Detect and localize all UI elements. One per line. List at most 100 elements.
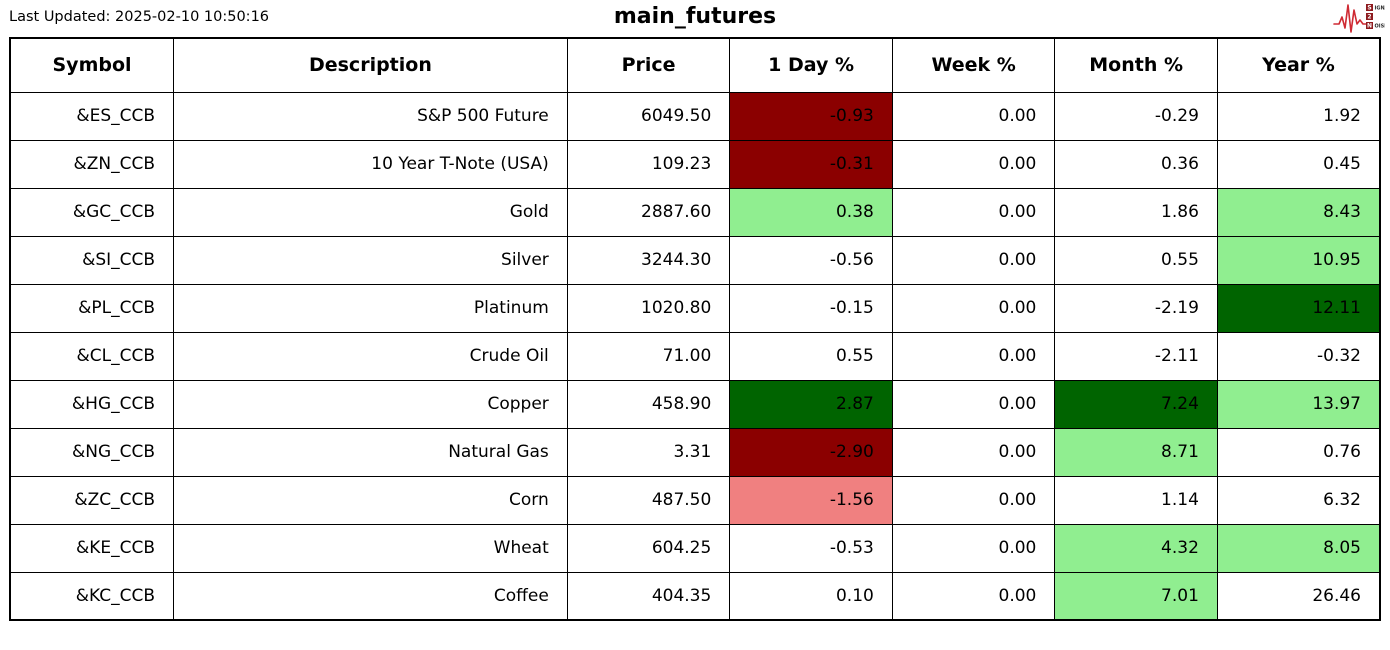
cell-day: 2.87 bbox=[729, 379, 893, 429]
cell-month: -0.29 bbox=[1054, 91, 1218, 141]
table-row: &GC_CCB Gold 2887.60 0.38 0.00 1.86 8.43 bbox=[9, 187, 1381, 237]
cell-symbol: &ZC_CCB bbox=[9, 475, 175, 525]
cell-price: 71.00 bbox=[566, 331, 731, 381]
cell-week: 0.00 bbox=[891, 571, 1056, 621]
svg-text:N: N bbox=[1367, 23, 1372, 30]
cell-symbol: &HG_CCB bbox=[9, 379, 175, 429]
cell-description: Wheat bbox=[173, 523, 568, 573]
cell-month: 1.14 bbox=[1054, 475, 1218, 525]
cell-year: 26.46 bbox=[1216, 571, 1381, 621]
cell-price: 404.35 bbox=[566, 571, 731, 621]
cell-week: 0.00 bbox=[891, 283, 1056, 333]
cell-symbol: &ZN_CCB bbox=[9, 139, 175, 189]
table-row: &HG_CCB Copper 458.90 2.87 0.00 7.24 13.97 bbox=[9, 379, 1381, 429]
cell-description: Coffee bbox=[173, 571, 568, 621]
futures-table: Symbol Description Price 1 Day % Week % … bbox=[9, 37, 1381, 621]
cell-description: Platinum bbox=[173, 283, 568, 333]
table-row: &ZN_CCB 10 Year T-Note (USA) 109.23 -0.31 0.… bbox=[9, 139, 1381, 189]
cell-year: 8.43 bbox=[1216, 187, 1381, 237]
cell-week: 0.00 bbox=[891, 331, 1056, 381]
cell-price: 2887.60 bbox=[566, 187, 731, 237]
cell-symbol: &PL_CCB bbox=[9, 283, 175, 333]
cell-day: 0.10 bbox=[729, 571, 893, 621]
cell-month: 0.55 bbox=[1054, 235, 1218, 285]
cell-day: -1.56 bbox=[729, 475, 893, 525]
cell-week: 0.00 bbox=[891, 235, 1056, 285]
cell-day: -2.90 bbox=[729, 427, 893, 477]
cell-price: 458.90 bbox=[566, 379, 731, 429]
cell-month: -2.11 bbox=[1054, 331, 1218, 381]
cell-week: 0.00 bbox=[891, 523, 1056, 573]
cell-year: 10.95 bbox=[1216, 235, 1381, 285]
logo-wordmark: S IGNAL 2 N OISE bbox=[1366, 4, 1385, 30]
cell-price: 109.23 bbox=[566, 139, 731, 189]
cell-year: 0.76 bbox=[1216, 427, 1381, 477]
column-header-month-pct: Month % bbox=[1054, 37, 1218, 93]
cell-description: Gold bbox=[173, 187, 568, 237]
table-row: &ES_CCB S&P 500 Future 6049.50 -0.93 0.00 -0.… bbox=[9, 91, 1381, 141]
cell-week: 0.00 bbox=[891, 91, 1056, 141]
cell-year: 1.92 bbox=[1216, 91, 1381, 141]
table-row: &ZC_CCB Corn 487.50 -1.56 0.00 1.14 6.32 bbox=[9, 475, 1381, 525]
cell-symbol: &CL_CCB bbox=[9, 331, 175, 381]
cell-description: S&P 500 Future bbox=[173, 91, 568, 141]
svg-text:OISE: OISE bbox=[1375, 23, 1386, 29]
column-header-week-pct: Week % bbox=[891, 37, 1056, 93]
cell-day: 0.55 bbox=[729, 331, 893, 381]
svg-text:IGNAL: IGNAL bbox=[1375, 5, 1386, 11]
cell-symbol: &ES_CCB bbox=[9, 91, 175, 141]
cell-month: 0.36 bbox=[1054, 139, 1218, 189]
cell-day: -0.93 bbox=[729, 91, 893, 141]
cell-week: 0.00 bbox=[891, 379, 1056, 429]
cell-description: Corn bbox=[173, 475, 568, 525]
waveform-icon bbox=[1333, 4, 1368, 33]
cell-year: 8.05 bbox=[1216, 523, 1381, 573]
cell-description: Silver bbox=[173, 235, 568, 285]
cell-year: 12.11 bbox=[1216, 283, 1381, 333]
cell-week: 0.00 bbox=[891, 475, 1056, 525]
last-updated-text: Last Updated: 2025-02-10 10:50:16 bbox=[9, 9, 270, 25]
column-header-symbol: Symbol bbox=[9, 37, 175, 93]
cell-day: -0.15 bbox=[729, 283, 893, 333]
table-row: &SI_CCB Silver 3244.30 -0.56 0.00 0.55 10.95 bbox=[9, 235, 1381, 285]
cell-price: 6049.50 bbox=[566, 91, 731, 141]
cell-symbol: &KE_CCB bbox=[9, 523, 175, 573]
cell-price: 3.31 bbox=[566, 427, 731, 477]
cell-day: 0.38 bbox=[729, 187, 893, 237]
cell-price: 604.25 bbox=[566, 523, 731, 573]
table-row: &NG_CCB Natural Gas 3.31 -2.90 0.00 8.71 0.76 bbox=[9, 427, 1381, 477]
svg-text:S: S bbox=[1367, 5, 1371, 12]
cell-week: 0.00 bbox=[891, 187, 1056, 237]
table-row: &KE_CCB Wheat 604.25 -0.53 0.00 4.32 8.05 bbox=[9, 523, 1381, 573]
cell-price: 3244.30 bbox=[566, 235, 731, 285]
cell-symbol: &NG_CCB bbox=[9, 427, 175, 477]
page-title: main_futures bbox=[613, 4, 777, 29]
table-row: &PL_CCB Platinum 1020.80 -0.15 0.00 -2.19 12.1… bbox=[9, 283, 1381, 333]
column-header-description: Description bbox=[173, 37, 568, 93]
cell-month: 8.71 bbox=[1054, 427, 1218, 477]
cell-month: 7.01 bbox=[1054, 571, 1218, 621]
table-row: &KC_CCB Coffee 404.35 0.10 0.00 7.01 26.46 bbox=[9, 571, 1381, 621]
cell-price: 1020.80 bbox=[566, 283, 731, 333]
header-row: Symbol Description Price 1 Day % Week % … bbox=[9, 37, 1381, 93]
table-body: &ES_CCB S&P 500 Future 6049.50 -0.93 0.00 -0.… bbox=[9, 91, 1381, 621]
cell-month: -2.19 bbox=[1054, 283, 1218, 333]
column-header-year-pct: Year % bbox=[1216, 37, 1381, 93]
cell-symbol: &SI_CCB bbox=[9, 235, 175, 285]
cell-description: Natural Gas bbox=[173, 427, 568, 477]
cell-symbol: &KC_CCB bbox=[9, 571, 175, 621]
cell-day: -0.31 bbox=[729, 139, 893, 189]
cell-year: -0.32 bbox=[1216, 331, 1381, 381]
column-header-1-day-pct: 1 Day % bbox=[729, 37, 893, 93]
cell-description: 10 Year T-Note (USA) bbox=[173, 139, 568, 189]
cell-symbol: &GC_CCB bbox=[9, 187, 175, 237]
cell-description: Copper bbox=[173, 379, 568, 429]
cell-price: 487.50 bbox=[566, 475, 731, 525]
cell-month: 1.86 bbox=[1054, 187, 1218, 237]
cell-day: -0.56 bbox=[729, 235, 893, 285]
cell-year: 0.45 bbox=[1216, 139, 1381, 189]
cell-week: 0.00 bbox=[891, 427, 1056, 477]
svg-text:2: 2 bbox=[1367, 14, 1371, 21]
cell-day: -0.53 bbox=[729, 523, 893, 573]
cell-month: 4.32 bbox=[1054, 523, 1218, 573]
